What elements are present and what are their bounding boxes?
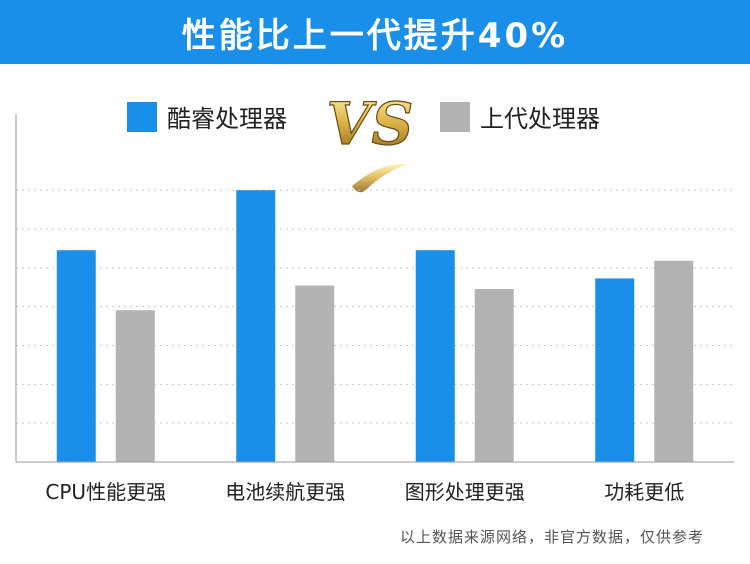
category-labels: CPU性能更强 电池续航更强 图形处理更强 功耗更低 [45, 480, 684, 504]
bar-previous-2 [295, 285, 335, 462]
bar-chart: 酷睿处理器 上代处理器 VS CPU性能更强 电池续航更强 图形处理更强 功耗更低 [15, 89, 734, 504]
bar-previous-3 [474, 289, 514, 462]
category-label: 功耗更低 [604, 480, 684, 504]
chart-legend: 酷睿处理器 上代处理器 [127, 102, 600, 133]
category-label: 电池续航更强 [225, 480, 345, 504]
legend-label-series-2: 上代处理器 [480, 105, 600, 133]
category-label: CPU性能更强 [45, 480, 166, 504]
vs-logo-text: VS [327, 90, 414, 158]
bar-current-3 [415, 250, 455, 462]
bar-current-2 [236, 190, 276, 462]
legend-swatch-series-2 [440, 102, 470, 132]
legend-label-series-1: 酷睿处理器 [167, 105, 287, 133]
vs-swoosh [352, 163, 408, 193]
bar-previous-4 [654, 260, 694, 462]
category-label: 图形处理更强 [405, 480, 525, 504]
bar-current-4 [595, 278, 635, 462]
bar-current-1 [56, 250, 96, 462]
banner-title: 性能比上一代提升40% [181, 15, 569, 56]
legend-swatch-series-1 [127, 102, 157, 132]
data-source-footnote: 以上数据来源网络，非官方数据，仅供参考 [399, 528, 704, 546]
bars [56, 190, 694, 462]
axes [15, 114, 734, 463]
title-banner: 性能比上一代提升40% [0, 0, 750, 64]
vs-logo: VS [326, 89, 414, 193]
bar-previous-1 [115, 310, 155, 462]
